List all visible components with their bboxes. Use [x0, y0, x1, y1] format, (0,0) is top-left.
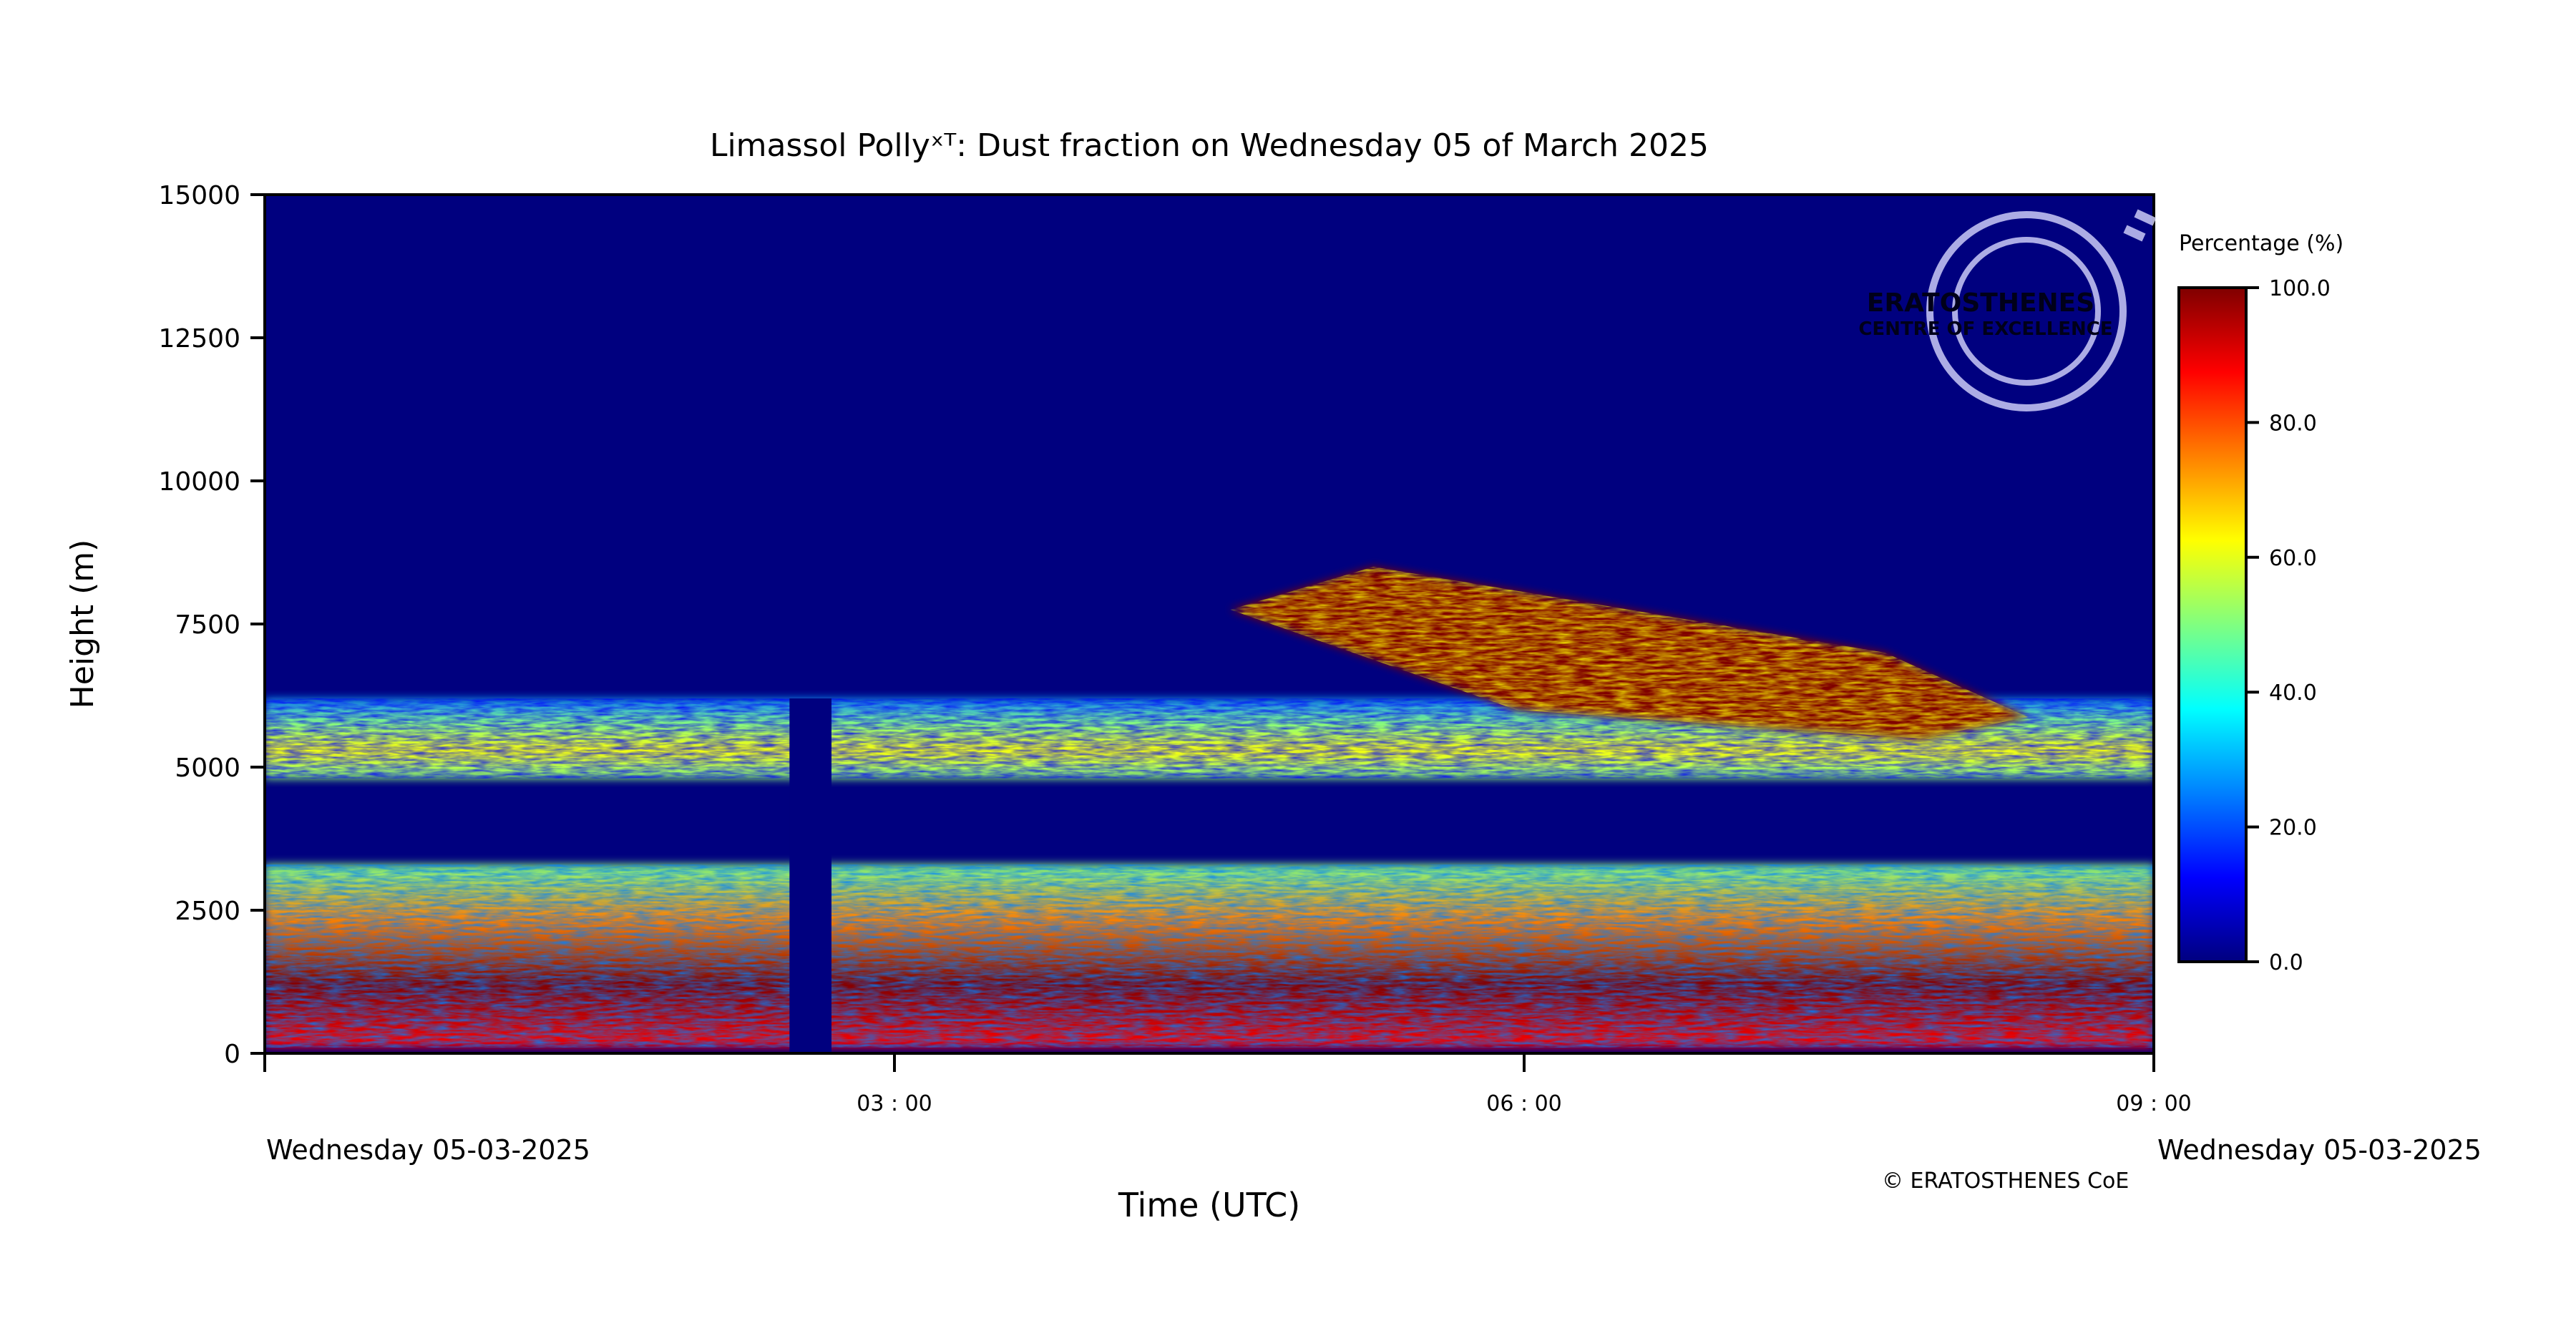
- plot-area: [265, 195, 2154, 1053]
- y-axis-label: Height (m): [64, 540, 101, 709]
- colorbar-tick-label: 0.0: [2269, 950, 2303, 975]
- y-tick-label: 10000: [158, 467, 240, 497]
- date-left-label: Wednesday 05-03-2025: [266, 1134, 590, 1166]
- y-tick-label: 2500: [175, 897, 240, 926]
- x-axis-label: Time (UTC): [1118, 1186, 1300, 1224]
- watermark-line2: CENTRE OF EXCELLENCE: [1858, 318, 2112, 340]
- chart-title: Limassol Pollyˣᵀ: Dust fraction on Wedne…: [710, 127, 1709, 164]
- y-tick-label: 5000: [175, 754, 240, 783]
- watermark-logo: ERATOSTHENES CENTRE OF EXCELLENCE: [1858, 209, 2157, 411]
- y-tick-label: 0: [224, 1040, 240, 1069]
- copyright-label: © ERATOSTHENES CoE: [1882, 1169, 2129, 1194]
- x-tick-label: 09 : 00: [2116, 1091, 2192, 1116]
- y-tick-label: 15000: [158, 181, 240, 210]
- y-tick-label: 12500: [158, 324, 240, 354]
- colorbar-tick-label: 100.0: [2269, 276, 2331, 301]
- colorbar-tick-label: 60.0: [2269, 546, 2317, 571]
- y-axis: 0 2500 5000 7500 10000 12500 15000: [158, 181, 265, 1069]
- dust-layer-1: [265, 864, 2154, 1048]
- y-tick-label: 7500: [175, 610, 240, 640]
- colorbar-label: Percentage (%): [2179, 231, 2343, 256]
- x-tick-label: 06 : 00: [1486, 1091, 1562, 1116]
- date-right-label: Wednesday 05-03-2025: [2157, 1134, 2482, 1166]
- x-axis: 03 : 00 06 : 00 09 : 00: [263, 1053, 2192, 1116]
- colorbar-tick-label: 40.0: [2269, 681, 2317, 706]
- colorbar: [2177, 286, 2248, 963]
- data-gap: [789, 698, 831, 1053]
- colorbar-tick-label: 80.0: [2269, 411, 2317, 436]
- colorbar-ticks: 0.0 20.0 40.0 60.0 80.0 100.0: [2246, 276, 2331, 975]
- watermark-line1: ERATOSTHENES: [1867, 288, 2094, 318]
- colorbar-tick-label: 20.0: [2269, 816, 2317, 841]
- dust-layer-3: [1230, 567, 2028, 738]
- x-tick-label: 03 : 00: [857, 1091, 932, 1116]
